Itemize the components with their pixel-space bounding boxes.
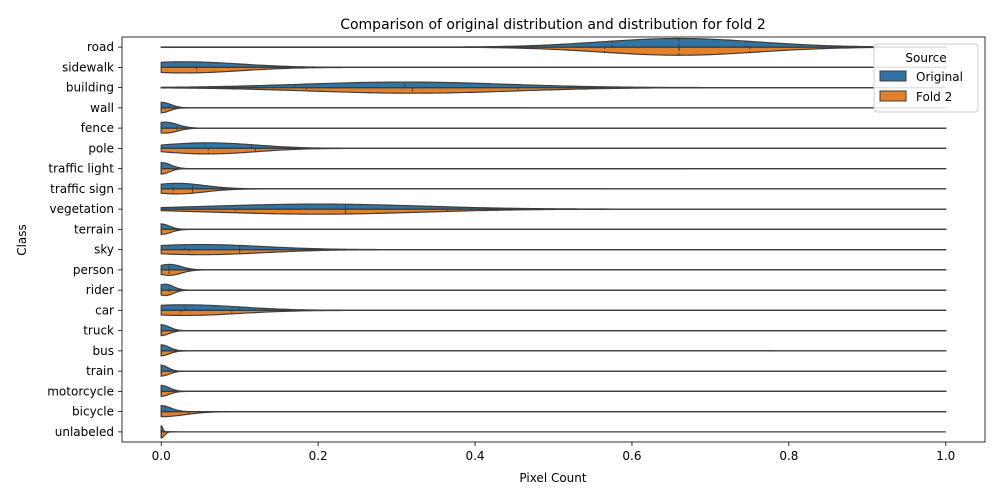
x-tick-label: 0.2 <box>309 449 328 463</box>
x-tick-label: 0.4 <box>465 449 484 463</box>
y-tick-label-truck: truck <box>83 324 114 338</box>
y-tick-label-motorcycle: motorcycle <box>47 384 114 398</box>
y-tick-label-rider: rider <box>86 283 114 297</box>
y-tick-label-bus: bus <box>93 344 114 358</box>
plot-area <box>160 37 947 439</box>
y-tick-label-road: road <box>87 40 114 54</box>
y-tick-label-traffic-sign: traffic sign <box>50 182 114 196</box>
y-tick-label-unlabeled: unlabeled <box>55 425 114 439</box>
chart-title: Comparison of original distribution and … <box>340 17 766 33</box>
y-tick-label-bicycle: bicycle <box>72 405 114 419</box>
y-tick-label-person: person <box>73 263 114 277</box>
y-tick-label-building: building <box>66 81 114 95</box>
y-tick-label-sidewalk: sidewalk <box>62 60 114 74</box>
y-tick-label-traffic-light: traffic light <box>48 162 114 176</box>
x-tick-label: 0.8 <box>779 449 798 463</box>
legend-label-original: Original <box>916 70 963 84</box>
x-tick-label: 1.0 <box>936 449 955 463</box>
y-tick-label-fence: fence <box>81 121 114 135</box>
y-tick-label-train: train <box>86 364 114 378</box>
y-tick-label-terrain: terrain <box>74 222 114 236</box>
y-axis-label: Class <box>15 224 29 256</box>
x-tick-label: 0.0 <box>152 449 171 463</box>
y-tick-label-pole: pole <box>88 141 114 155</box>
plot-frame <box>121 36 986 443</box>
x-axis: 0.0 0.2 0.4 0.6 0.8 1.0 <box>152 442 955 463</box>
y-tick-label-sky: sky <box>94 243 114 257</box>
x-axis-label: Pixel Count <box>519 471 587 485</box>
y-tick-label-car: car <box>95 303 114 317</box>
legend: Source Original Fold 2 <box>873 43 979 113</box>
legend-swatch-original <box>879 70 907 82</box>
y-axis: road sidewalk building wall fence pole traffic… <box>47 40 122 439</box>
legend-title: Source <box>905 51 946 65</box>
y-tick-label-wall: wall <box>90 101 114 115</box>
y-tick-label-vegetation: vegetation <box>49 202 114 216</box>
legend-label-fold-2: Fold 2 <box>916 90 952 104</box>
x-tick-label: 0.6 <box>622 449 641 463</box>
legend-swatch-fold-2 <box>879 90 907 102</box>
